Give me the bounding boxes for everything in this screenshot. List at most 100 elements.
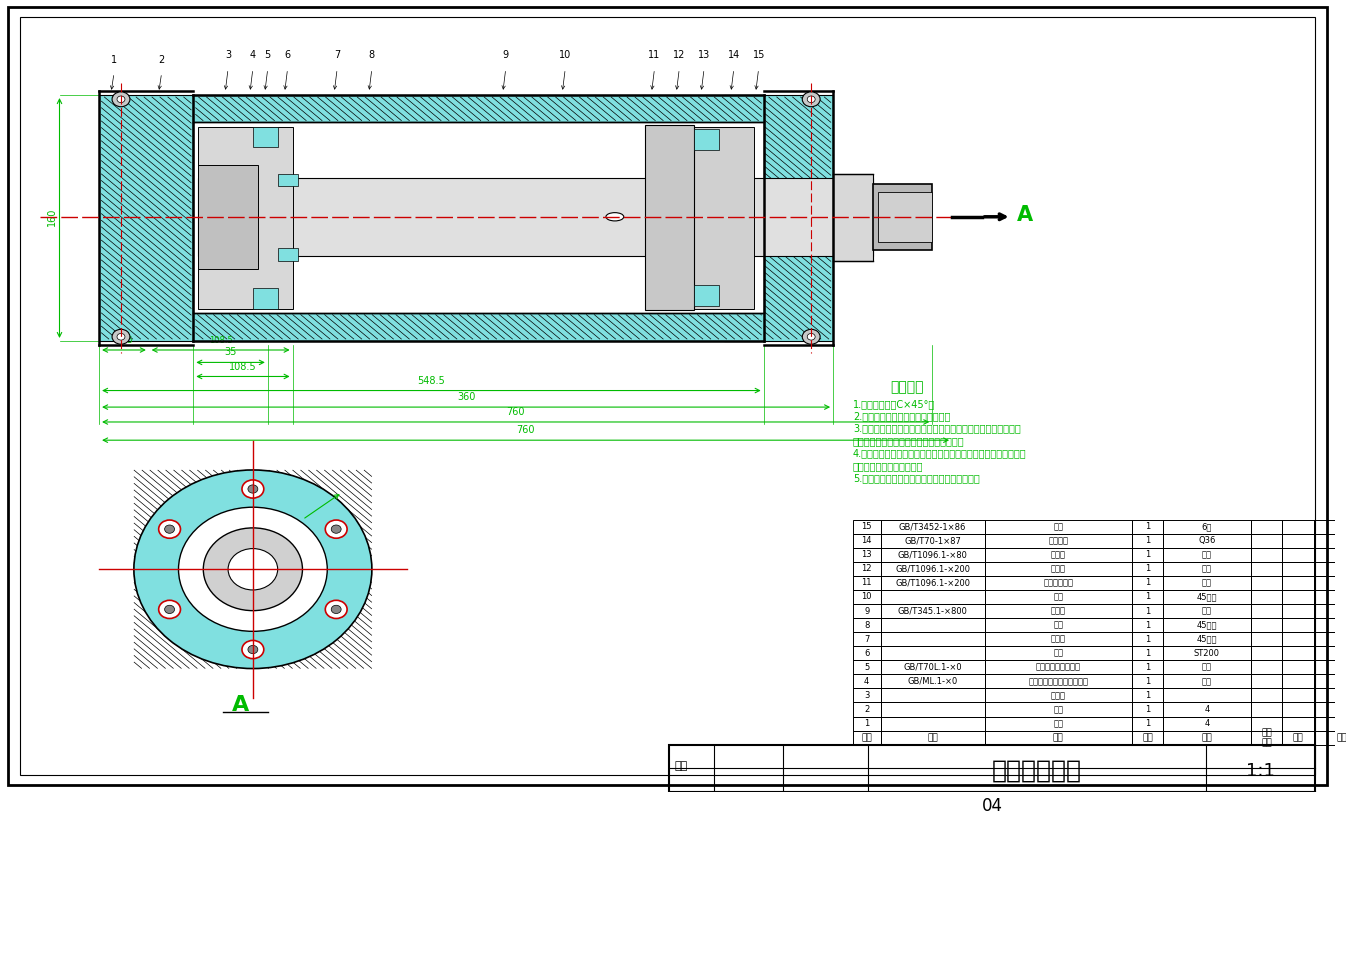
Bar xyxy=(880,675,985,688)
Text: 7: 7 xyxy=(864,634,870,644)
Text: 7: 7 xyxy=(334,51,341,60)
Bar xyxy=(1314,576,1346,590)
Text: 证密封件装入时不被损坏。: 证密封件装入时不被损坏。 xyxy=(853,461,923,471)
Text: 组合式防尘密封材料: 组合式防尘密封材料 xyxy=(1035,663,1081,672)
Text: 橡胶: 橡胶 xyxy=(1202,663,1211,672)
Text: 5: 5 xyxy=(265,51,271,60)
Text: 组合密封垫圈: 组合密封垫圈 xyxy=(1043,578,1073,588)
Bar xyxy=(853,562,880,576)
Text: 360: 360 xyxy=(456,392,475,402)
Bar xyxy=(1132,660,1163,675)
Text: GB/T1096.1-×200: GB/T1096.1-×200 xyxy=(895,565,970,573)
Circle shape xyxy=(248,485,258,493)
Bar xyxy=(1314,633,1346,646)
Bar xyxy=(853,534,880,547)
Bar xyxy=(1314,618,1346,633)
Text: 4: 4 xyxy=(1205,719,1210,728)
Bar xyxy=(198,166,258,269)
Text: 4: 4 xyxy=(1205,705,1210,714)
Text: 9: 9 xyxy=(502,51,509,60)
Circle shape xyxy=(203,528,303,611)
Bar xyxy=(1314,688,1346,702)
Bar xyxy=(1250,604,1283,618)
Bar xyxy=(1283,660,1314,675)
Text: 筒盖: 筒盖 xyxy=(1053,592,1063,602)
Bar xyxy=(880,562,985,576)
Bar xyxy=(1283,590,1314,604)
Bar xyxy=(253,126,277,147)
Bar xyxy=(1132,702,1163,717)
Bar xyxy=(853,702,880,717)
Text: 皮、锈蚀、切屑、油污、着色剂和灰尘等。: 皮、锈蚀、切屑、油污、着色剂和灰尘等。 xyxy=(853,436,965,446)
Bar xyxy=(695,285,719,306)
Bar xyxy=(880,633,985,646)
Circle shape xyxy=(802,329,820,345)
Bar xyxy=(1314,717,1346,730)
Text: 2.全部焊接质量必须符合规定标准。: 2.全部焊接质量必须符合规定标准。 xyxy=(853,412,950,421)
Bar xyxy=(1250,702,1283,717)
Text: 5: 5 xyxy=(864,663,870,672)
Circle shape xyxy=(331,525,341,533)
Circle shape xyxy=(242,479,264,498)
Bar xyxy=(1132,547,1163,562)
Bar xyxy=(853,688,880,702)
Text: 组封: 组封 xyxy=(1053,523,1063,531)
Circle shape xyxy=(164,605,175,613)
Text: 160: 160 xyxy=(47,208,57,226)
Text: 108.5: 108.5 xyxy=(229,362,257,371)
Bar xyxy=(1132,730,1163,745)
Bar xyxy=(1283,618,1314,633)
Text: 橡胶: 橡胶 xyxy=(1202,607,1211,615)
Text: 技术要求: 技术要求 xyxy=(891,381,925,394)
Text: 2: 2 xyxy=(864,705,870,714)
Bar xyxy=(1283,547,1314,562)
Bar xyxy=(1314,702,1346,717)
Bar xyxy=(1163,730,1250,745)
Bar xyxy=(853,633,880,646)
Bar xyxy=(853,547,880,562)
Text: 工程车液压缸: 工程车液压缸 xyxy=(992,759,1082,783)
Text: Q36: Q36 xyxy=(1198,536,1215,545)
Bar xyxy=(853,646,880,660)
Text: 橡胶: 橡胶 xyxy=(1202,677,1211,686)
Bar xyxy=(1250,534,1283,547)
Bar xyxy=(253,288,277,308)
Bar xyxy=(194,95,763,122)
Bar xyxy=(985,534,1132,547)
Text: 3: 3 xyxy=(864,691,870,700)
Circle shape xyxy=(248,645,258,654)
Bar xyxy=(1163,618,1250,633)
Text: 6组: 6组 xyxy=(1202,523,1211,531)
Bar xyxy=(985,646,1132,660)
Circle shape xyxy=(227,548,277,590)
Bar xyxy=(1314,604,1346,618)
Text: 密封堵盖: 密封堵盖 xyxy=(1049,536,1069,545)
Text: 备注: 备注 xyxy=(1337,733,1346,742)
Text: 11: 11 xyxy=(649,51,661,60)
Text: GB/T345.1-×800: GB/T345.1-×800 xyxy=(898,607,968,615)
Bar xyxy=(880,717,985,730)
Text: 760: 760 xyxy=(517,425,534,435)
Text: 缸盖: 缸盖 xyxy=(1053,705,1063,714)
Bar xyxy=(1283,675,1314,688)
Text: 108.5: 108.5 xyxy=(209,336,233,345)
Circle shape xyxy=(808,96,816,102)
Bar xyxy=(880,618,985,633)
Bar xyxy=(985,730,1132,745)
Circle shape xyxy=(112,329,131,345)
Bar xyxy=(684,126,754,308)
Bar xyxy=(1314,590,1346,604)
Text: 单件
重量: 单件 重量 xyxy=(1261,728,1272,747)
Bar xyxy=(198,178,872,256)
Bar xyxy=(1250,562,1283,576)
Bar xyxy=(1132,717,1163,730)
Bar xyxy=(985,562,1132,576)
Bar xyxy=(1283,688,1314,702)
Circle shape xyxy=(133,470,371,669)
Text: 10: 10 xyxy=(861,592,872,602)
Bar xyxy=(853,675,880,688)
Bar xyxy=(985,618,1132,633)
Text: 密封圈: 密封圈 xyxy=(1051,565,1066,573)
Bar xyxy=(277,248,297,260)
Bar xyxy=(1163,633,1250,646)
